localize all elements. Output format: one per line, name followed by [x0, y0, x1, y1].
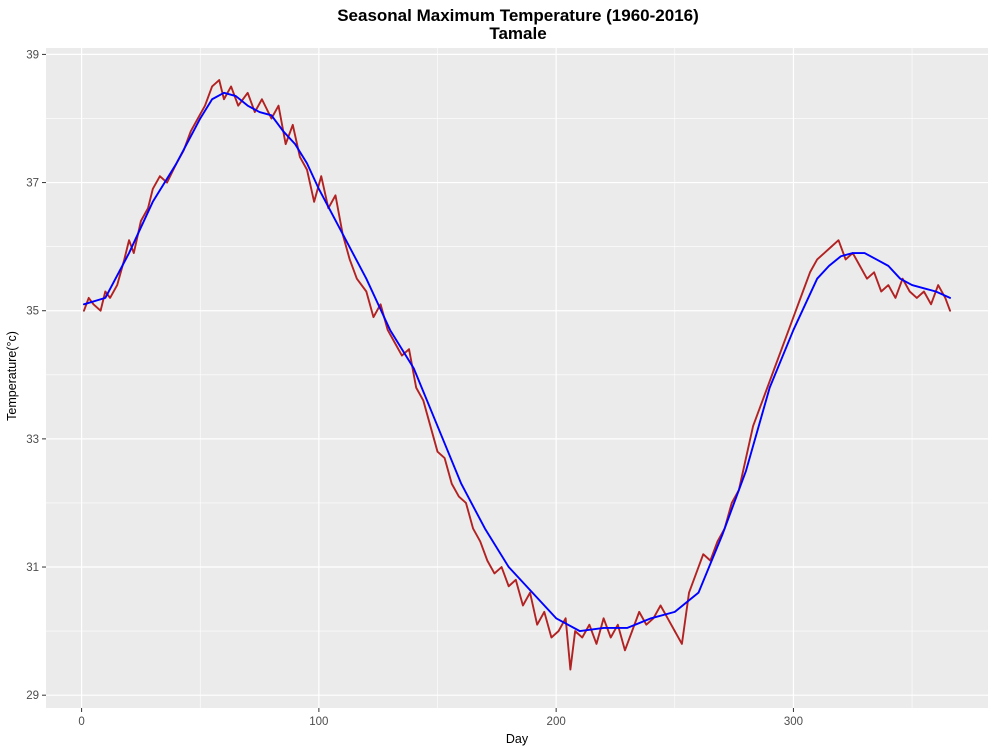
grid-major	[46, 48, 988, 708]
y-tick-label: 37	[26, 178, 39, 190]
chart-title: Seasonal Maximum Temperature (1960-2016)	[337, 6, 699, 25]
grid-minor	[46, 48, 988, 708]
chart-subtitle: Tamale	[489, 24, 546, 43]
plot-panel	[46, 48, 988, 708]
y-tick-label: 33	[26, 434, 39, 446]
y-tick-label: 31	[26, 562, 39, 574]
x-tick-label: 0	[78, 716, 84, 728]
axis-ticks	[42, 53, 794, 712]
series-line-2	[83, 91, 951, 633]
y-tick-label: 35	[26, 306, 39, 318]
x-tick-label: 300	[784, 716, 803, 728]
y-tick-label: 39	[26, 49, 39, 61]
series-line-1	[83, 79, 951, 671]
series-layer	[83, 79, 951, 671]
x-axis-title: Day	[506, 732, 529, 746]
x-tick-labels: 0 100 200 300	[78, 716, 803, 728]
x-tick-label: 100	[309, 716, 328, 728]
y-tick-label: 29	[26, 690, 39, 702]
y-axis-title: Temperature(°c)	[5, 331, 19, 421]
x-tick-label: 200	[547, 716, 566, 728]
y-tick-labels: 29 31 33 35 37 39	[26, 49, 39, 702]
